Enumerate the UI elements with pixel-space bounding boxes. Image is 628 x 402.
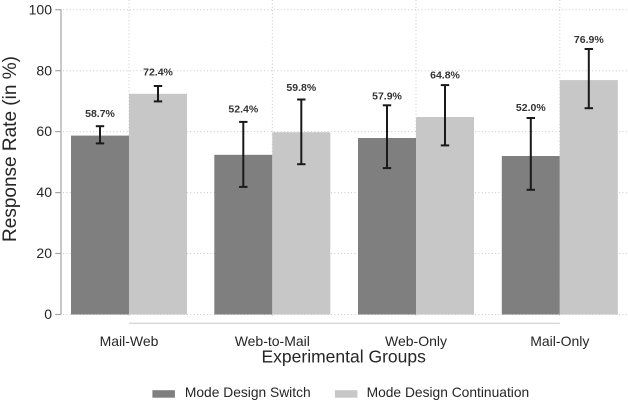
svg-text:52.0%: 52.0%	[516, 102, 546, 114]
svg-text:52.4%: 52.4%	[228, 104, 258, 116]
svg-text:59.8%: 59.8%	[286, 82, 316, 94]
svg-text:Mail-Only: Mail-Only	[530, 333, 589, 349]
svg-text:40: 40	[36, 184, 52, 200]
svg-text:76.9%: 76.9%	[574, 34, 604, 46]
svg-text:57.9%: 57.9%	[372, 90, 402, 102]
svg-text:Mode Design Switch: Mode Design Switch	[185, 385, 311, 400]
svg-text:100: 100	[29, 1, 53, 17]
svg-text:Web-to-Mail: Web-to-Mail	[235, 333, 310, 349]
svg-text:Experimental Groups: Experimental Groups	[262, 347, 427, 367]
svg-text:72.4%: 72.4%	[143, 67, 173, 79]
svg-text:20: 20	[36, 245, 52, 261]
svg-text:Web-Only: Web-Only	[385, 333, 447, 349]
svg-text:Mode Design Continuation: Mode Design Continuation	[367, 385, 530, 400]
svg-text:Response Rate (in %): Response Rate (in %)	[0, 56, 21, 242]
svg-text:0: 0	[44, 306, 52, 322]
svg-text:Mail-Web: Mail-Web	[100, 333, 159, 349]
svg-text:80: 80	[36, 62, 52, 78]
svg-text:60: 60	[36, 123, 52, 139]
svg-text:64.8%: 64.8%	[430, 69, 460, 81]
svg-text:58.7%: 58.7%	[85, 108, 115, 120]
